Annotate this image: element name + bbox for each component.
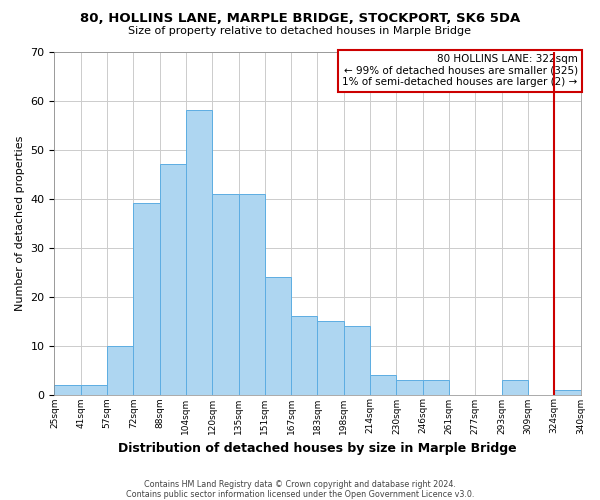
Bar <box>239 194 265 394</box>
Bar <box>265 277 291 394</box>
Text: Contains public sector information licensed under the Open Government Licence v3: Contains public sector information licen… <box>126 490 474 499</box>
Bar <box>55 384 81 394</box>
X-axis label: Distribution of detached houses by size in Marple Bridge: Distribution of detached houses by size … <box>118 442 517 455</box>
Bar <box>291 316 317 394</box>
Text: Contains HM Land Registry data © Crown copyright and database right 2024.: Contains HM Land Registry data © Crown c… <box>144 480 456 489</box>
Bar <box>81 384 107 394</box>
Bar <box>133 204 160 394</box>
Bar <box>502 380 528 394</box>
Text: 80, HOLLINS LANE, MARPLE BRIDGE, STOCKPORT, SK6 5DA: 80, HOLLINS LANE, MARPLE BRIDGE, STOCKPO… <box>80 12 520 26</box>
Bar <box>554 390 581 394</box>
Bar <box>160 164 186 394</box>
Bar <box>422 380 449 394</box>
Bar <box>186 110 212 395</box>
Y-axis label: Number of detached properties: Number of detached properties <box>15 136 25 310</box>
Bar <box>370 375 397 394</box>
Bar <box>107 346 133 395</box>
Bar <box>317 321 344 394</box>
Bar <box>212 194 239 394</box>
Bar <box>344 326 370 394</box>
Text: Size of property relative to detached houses in Marple Bridge: Size of property relative to detached ho… <box>128 26 472 36</box>
Bar <box>397 380 422 394</box>
Text: 80 HOLLINS LANE: 322sqm
← 99% of detached houses are smaller (325)
1% of semi-de: 80 HOLLINS LANE: 322sqm ← 99% of detache… <box>343 54 578 88</box>
